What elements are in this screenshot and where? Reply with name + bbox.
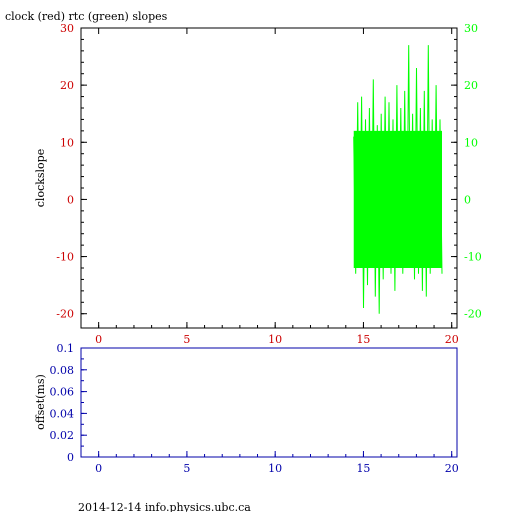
offset-x-tick-label: 10 (268, 462, 282, 475)
slope-left-axis: -20 -10 0 10 20 30 (56, 22, 87, 321)
slope-left-tick-label: 10 (60, 136, 74, 149)
offset-y-axis: 0 0.02 0.04 0.06 0.08 0.1 (50, 342, 87, 464)
chart-title: clock (red) rtc (green) slopes (5, 10, 168, 23)
slope-y-axis-label: clockslope (34, 149, 47, 207)
slope-left-tick-label: 30 (60, 22, 74, 35)
slope-left-tick-label: 20 (60, 79, 74, 92)
slope-right-tick-label: 30 (464, 22, 478, 35)
offset-x-axis: 0 5 10 15 20 (95, 451, 459, 475)
offset-y-tick-label: 0 (67, 451, 74, 464)
slope-right-tick-label: -10 (464, 251, 482, 264)
slope-right-tick-label: 0 (464, 193, 471, 206)
offset-x-tick-label: 20 (445, 462, 459, 475)
offset-x-tick-label: 0 (95, 462, 102, 475)
slope-x-tick-label: 5 (183, 333, 190, 346)
slope-left-tick-label: -20 (56, 308, 74, 321)
slope-plot-frame (80, 27, 458, 329)
rtc-series-band (353, 130, 442, 268)
slope-x-tick-label: 0 (95, 333, 102, 346)
offset-y-tick-label: 0.08 (50, 364, 75, 377)
slope-x-tick-label: 15 (356, 333, 370, 346)
slope-x-tick-label: 10 (268, 333, 282, 346)
offset-x-tick-label: 15 (356, 462, 370, 475)
slope-left-tick-label: 0 (67, 193, 74, 206)
slope-right-tick-label: -20 (464, 308, 482, 321)
offset-plot-frame (80, 347, 458, 458)
offset-y-tick-label: 0.04 (50, 407, 75, 420)
slope-left-tick-label: -10 (56, 251, 74, 264)
slope-right-axis: -20 -10 0 10 20 30 (451, 22, 482, 321)
slope-x-axis: 0 5 10 15 20 (95, 28, 459, 346)
offset-y-tick-label: 0.02 (50, 429, 75, 442)
slope-right-tick-label: 20 (464, 79, 478, 92)
offset-y-tick-label: 0.1 (57, 342, 75, 355)
offset-panel: 0 0.02 0.04 0.06 0.08 0.1 0 5 10 15 20 offset(ms) (34, 342, 459, 475)
slope-x-tick-label: 20 (445, 333, 459, 346)
offset-y-axis-label: offset(ms) (34, 374, 47, 430)
offset-y-tick-label: 0.06 (50, 386, 75, 399)
footer-credit: 2014-12-14 info.physics.ubc.ca (78, 501, 251, 512)
offset-x-tick-label: 5 (183, 462, 190, 475)
slope-right-tick-label: 10 (464, 136, 478, 149)
slope-panel: -20 -10 0 10 20 30 -20 -10 0 10 20 30 0 5 10 15 20 clo… (34, 22, 482, 346)
